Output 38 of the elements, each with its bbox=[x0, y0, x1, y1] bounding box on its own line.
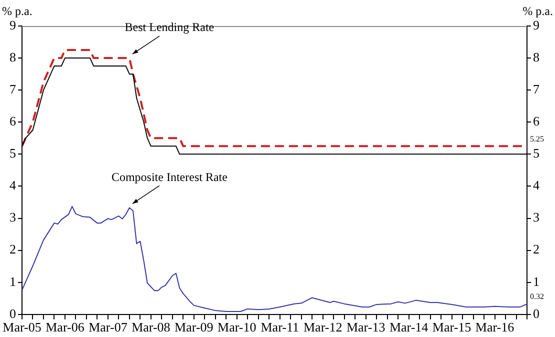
x-tick-label: Mar-16 bbox=[475, 320, 515, 335]
y2-tick-label: 3 bbox=[533, 210, 540, 225]
annotation: Best Lending Rate bbox=[124, 20, 214, 34]
y2-tick-label: 4 bbox=[533, 178, 540, 193]
x-tick-label: Mar-13 bbox=[346, 320, 386, 335]
annotation: 5.25 bbox=[530, 134, 544, 144]
y2-tick-label: 1 bbox=[533, 274, 540, 289]
y-axis-title: % p.a. bbox=[2, 4, 32, 18]
x-tick-label: Mar-12 bbox=[303, 320, 342, 335]
y2-tick-label: 6 bbox=[533, 114, 540, 129]
x-tick-label: Mar-15 bbox=[432, 320, 472, 335]
x-tick-label: Mar-05 bbox=[2, 320, 42, 335]
y-tick-label: 6 bbox=[10, 114, 16, 129]
x-tick-label: Mar-09 bbox=[174, 320, 214, 335]
y2-tick-label: 9 bbox=[533, 17, 540, 32]
annotation: Composite Interest Rate bbox=[111, 170, 228, 184]
y-tick-label: 3 bbox=[10, 210, 16, 225]
y-tick-label: 2 bbox=[10, 242, 16, 257]
y-tick-label: 1 bbox=[10, 274, 16, 289]
x-tick-label: Mar-07 bbox=[88, 320, 128, 335]
x-tick-label: Mar-11 bbox=[260, 320, 299, 335]
y-tick-label: 5 bbox=[10, 146, 16, 161]
y-tick-label: 4 bbox=[10, 178, 16, 193]
y-tick-label: 7 bbox=[10, 82, 16, 97]
x-tick-label: Mar-08 bbox=[132, 320, 170, 335]
y-tick-label: 9 bbox=[10, 17, 16, 32]
annotation: 0.32 bbox=[530, 292, 544, 302]
y2-tick-label: 5 bbox=[533, 146, 540, 161]
y-tick-label: 8 bbox=[10, 49, 16, 64]
y2-axis-title: % p.a. bbox=[522, 4, 553, 18]
y-tick-label: 0 bbox=[10, 306, 16, 321]
y2-tick-label: 8 bbox=[533, 49, 540, 64]
x-tick-label: Mar-10 bbox=[218, 320, 256, 335]
y2-tick-label: 2 bbox=[533, 242, 540, 257]
y2-tick-label: 0 bbox=[533, 306, 540, 321]
y2-tick-label: 7 bbox=[533, 82, 540, 97]
x-tick-label: Mar-06 bbox=[46, 320, 85, 335]
x-tick-label: Mar-14 bbox=[389, 320, 429, 335]
